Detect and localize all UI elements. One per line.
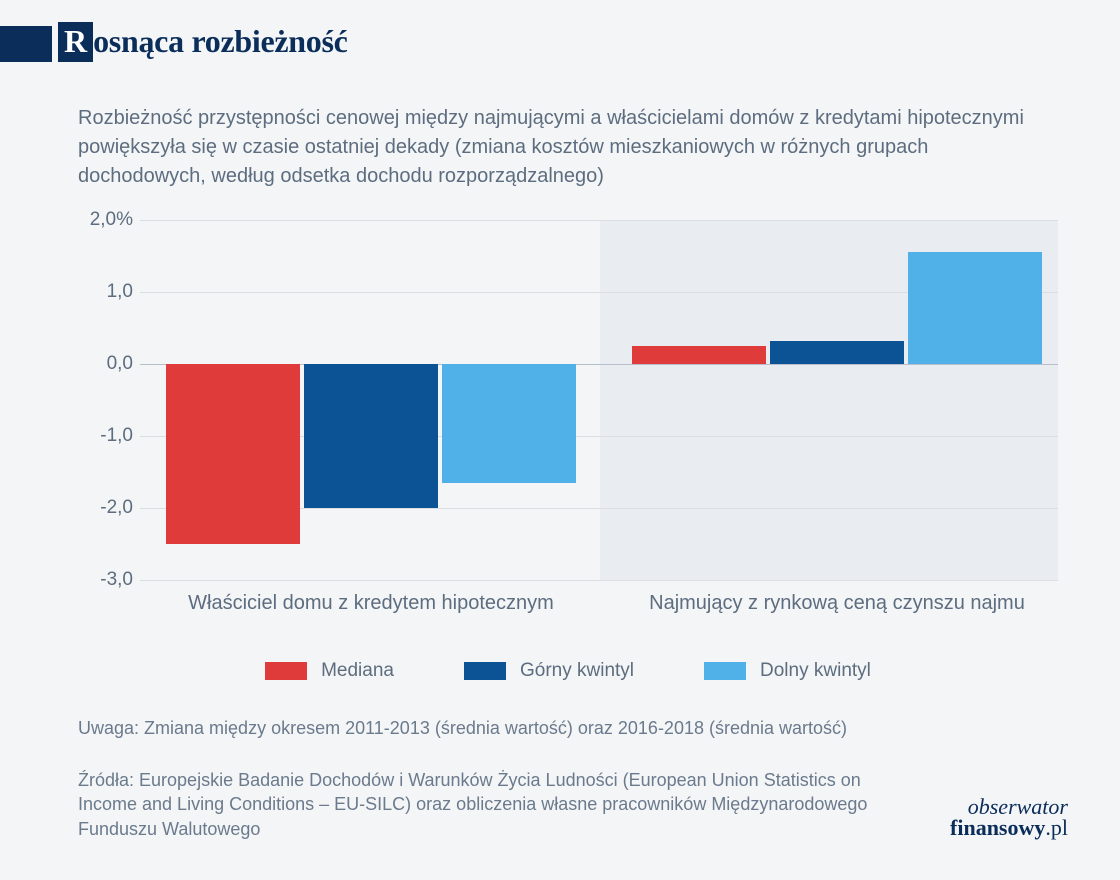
subtitle-text: Rozbieżność przystępności cenowej między… <box>78 104 1048 191</box>
bar <box>442 364 576 483</box>
y-tick-label: 0,0 <box>78 353 133 375</box>
title-rest: osnąca rozbieżność <box>93 23 347 59</box>
title-initial-cap: R <box>58 22 93 62</box>
y-tick-label: -3,0 <box>78 569 133 591</box>
bar-chart: 2,0%1,00,0-1,0-2,0-3,0 Właściciel domu z… <box>78 220 1058 650</box>
grid-line <box>140 580 1058 581</box>
bar <box>166 364 300 544</box>
plot-area <box>140 220 1058 580</box>
logo-suffix: .pl <box>1045 815 1068 840</box>
y-tick-label: 2,0% <box>78 209 133 231</box>
legend-item: Górny kwintyl <box>464 660 634 682</box>
legend-swatch <box>704 662 746 680</box>
logo-line2: finansowy <box>950 815 1045 840</box>
footer-row: Źródła: Europejskie Badanie Dochodów i W… <box>78 768 1068 841</box>
y-tick-label: -1,0 <box>78 425 133 447</box>
y-tick-label: 1,0 <box>78 281 133 303</box>
grid-line <box>140 220 1058 221</box>
x-group-label: Właściciel domu z kredytem hipotecznym <box>141 592 601 615</box>
legend: Mediana Górny kwintyl Dolny kwintyl <box>78 660 1058 682</box>
legend-item: Mediana <box>265 660 394 682</box>
legend-label: Górny kwintyl <box>520 660 634 682</box>
bar <box>632 346 766 364</box>
legend-label: Dolny kwintyl <box>760 660 871 682</box>
legend-label: Mediana <box>321 660 394 682</box>
note-text: Uwaga: Zmiana między okresem 2011-2013 (… <box>78 718 1048 739</box>
legend-swatch <box>265 662 307 680</box>
legend-swatch <box>464 662 506 680</box>
bar <box>770 341 904 364</box>
sources-text: Źródła: Europejskie Badanie Dochodów i W… <box>78 768 888 841</box>
header-accent-bar <box>0 26 52 62</box>
bar <box>304 364 438 508</box>
publisher-logo: obserwator finansowy.pl <box>950 797 1068 841</box>
bar <box>908 252 1042 364</box>
legend-item: Dolny kwintyl <box>704 660 871 682</box>
y-tick-label: -2,0 <box>78 497 133 519</box>
page-title: Rosnąca rozbieżność <box>58 22 348 62</box>
x-group-label: Najmujący z rynkową ceną czynszu najmu <box>607 592 1067 615</box>
